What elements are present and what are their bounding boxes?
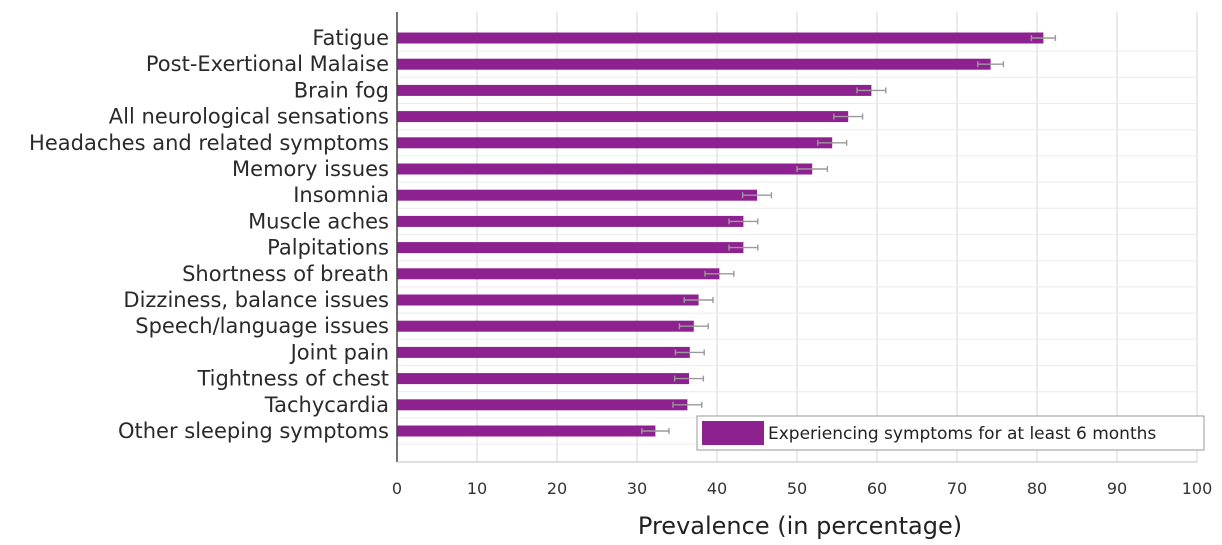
gridlines <box>396 12 1198 462</box>
bar <box>397 189 757 201</box>
category-label: Muscle aches <box>248 209 389 233</box>
category-label: Memory issues <box>232 157 389 181</box>
category-label: Post-Exertional Malaise <box>146 52 389 76</box>
bar <box>397 425 656 437</box>
bars <box>397 32 1044 437</box>
bar <box>397 242 744 254</box>
x-tick-label: 10 <box>467 479 487 498</box>
category-label: Insomnia <box>293 183 389 207</box>
legend: Experiencing symptoms for at least 6 mon… <box>696 415 1205 451</box>
x-axis-title: Prevalence (in percentage) <box>638 512 962 540</box>
category-label: All neurological sensations <box>109 105 389 129</box>
bar <box>397 399 688 411</box>
category-label: Fatigue <box>312 26 389 50</box>
category-label: Headaches and related symptoms <box>29 131 389 155</box>
x-tick-labels: 0 10 20 30 40 50 60 70 80 90 100 <box>392 479 1212 498</box>
legend-swatch <box>702 421 764 445</box>
category-label: Shortness of breath <box>182 262 389 286</box>
category-label: Dizziness, balance issues <box>123 288 389 312</box>
category-label: Joint pain <box>289 340 389 364</box>
x-tick-label: 0 <box>392 479 402 498</box>
x-tick-label: 100 <box>1182 479 1213 498</box>
bar <box>397 320 694 332</box>
bar <box>397 32 1044 44</box>
error-bars <box>641 35 1057 434</box>
legend-label: Experiencing symptoms for at least 6 mon… <box>768 424 1156 444</box>
bar <box>397 215 744 227</box>
bar <box>397 84 872 96</box>
axes <box>396 12 1197 463</box>
x-tick-label: 20 <box>547 479 567 498</box>
category-label: Tachycardia <box>264 393 389 417</box>
bar <box>397 58 991 70</box>
bar <box>397 346 690 358</box>
x-tick-label: 30 <box>627 479 647 498</box>
category-label: Speech/language issues <box>135 314 389 338</box>
category-label: Other sleeping symptoms <box>118 419 389 443</box>
x-tick-label: 90 <box>1107 479 1127 498</box>
x-tick-label: 50 <box>787 479 807 498</box>
bar <box>397 373 689 385</box>
x-tick-label: 60 <box>867 479 887 498</box>
bar <box>397 111 849 123</box>
legend-box <box>696 415 1205 451</box>
category-label: Brain fog <box>294 78 389 102</box>
bar <box>397 137 833 149</box>
category-label: Palpitations <box>267 236 389 260</box>
x-tick-label: 40 <box>707 479 727 498</box>
x-tick-label: 70 <box>947 479 967 498</box>
bar <box>397 294 699 306</box>
bar <box>397 268 720 280</box>
category-label: Tightness of chest <box>196 367 389 391</box>
bar <box>397 163 813 175</box>
x-tick-label: 80 <box>1027 479 1047 498</box>
